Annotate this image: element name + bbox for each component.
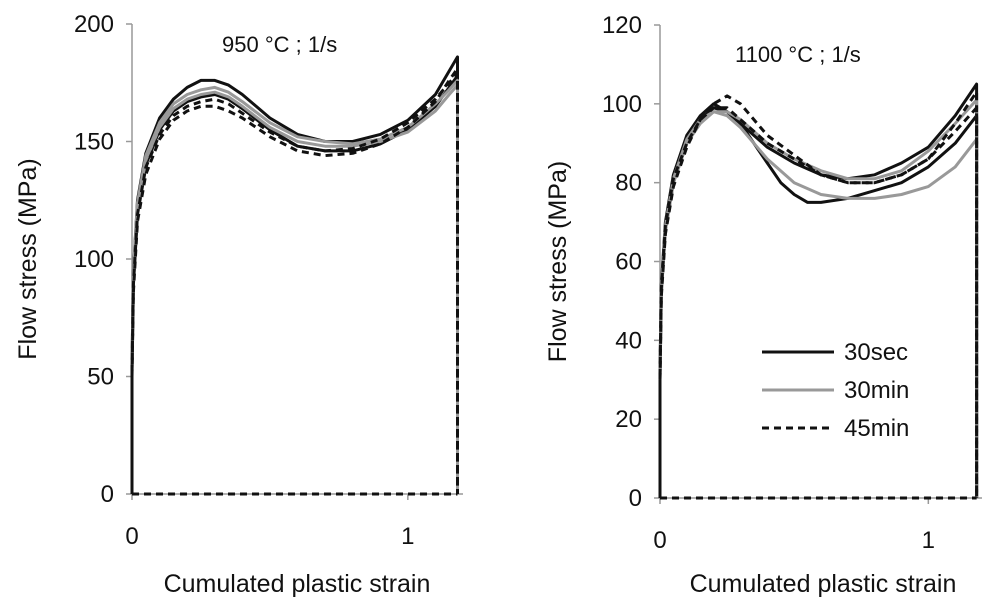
x-tick-label: 1 (922, 527, 935, 554)
y-tick-label: 100 (602, 91, 642, 118)
y-axis-label: Flow stress (MPa) (14, 158, 42, 359)
x-tick-label: 1 (401, 523, 414, 550)
chart-panel-1100c: 0 20 40 60 80 100 120 0 1 Cumulated plastic strai… (544, 12, 982, 598)
x-axis-label: Cumulated plastic strain (690, 570, 957, 598)
x-tick-label: 0 (653, 527, 666, 554)
chart-annotation: 950 °C ; 1/s (222, 32, 337, 57)
series-line-45min (658, 106, 979, 498)
x-tick-label: 0 (125, 523, 138, 550)
y-tick-label: 80 (615, 170, 642, 197)
y-tick-label: 200 (74, 11, 114, 38)
y-tick-label: 50 (87, 364, 114, 391)
x-axis-label: Cumulated plastic strain (164, 570, 431, 598)
legend-label-30min: 30min (844, 377, 909, 404)
series-line-45min (130, 71, 459, 494)
series-line-30min (130, 83, 459, 494)
series-line-30min (130, 78, 459, 494)
y-tick-label: 40 (615, 327, 642, 354)
series-line-45min (130, 67, 459, 494)
y-tick-label: 120 (602, 12, 642, 39)
y-axis-label: Flow stress (MPa) (544, 161, 572, 362)
series-line-45min (658, 90, 979, 498)
y-tick-label: 150 (74, 129, 114, 156)
y-tick-label: 60 (615, 249, 642, 276)
y-tick-label: 0 (629, 485, 642, 512)
series-line-30sec (658, 106, 979, 498)
chart-panel-950c: 0 50 100 150 200 0 1 Cumulated plastic strain Fl… (14, 11, 463, 598)
chart-annotation: 1100 °C ; 1/s (735, 42, 861, 67)
y-tick-label: 100 (74, 246, 114, 273)
y-tick-label: 0 (101, 481, 114, 508)
y-tick-label: 20 (615, 406, 642, 433)
legend-label-30sec: 30sec (844, 339, 908, 366)
legend-label-45min: 45min (844, 415, 909, 442)
series-line-30sec (658, 82, 979, 498)
